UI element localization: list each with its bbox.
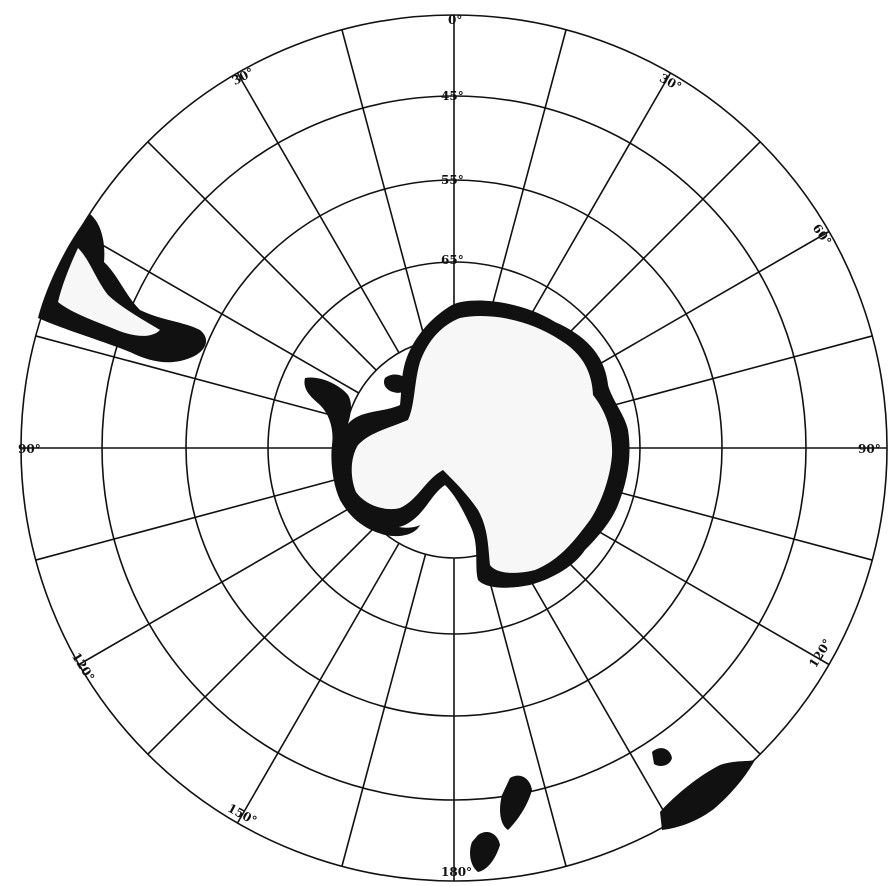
lon-label-0: 0° [448,13,462,27]
meridian-line [236,542,400,824]
meridian-line [35,475,348,561]
lon-label-90-right: 90° [858,442,881,456]
new-zealand [470,775,532,872]
meridian-line [341,554,427,867]
meridian-line [341,29,427,342]
australia [652,748,755,830]
meridian-line [508,542,672,824]
meridian-line [236,72,400,354]
lat-label-45: 45° [441,89,464,103]
latitude-labels: 45° 55° 65° [441,89,464,267]
lon-label-180: 180° [441,865,472,879]
meridian-line [35,335,348,421]
meridian-line [78,230,360,394]
meridian-line [147,525,377,755]
south-america [38,214,420,537]
meridian-line [147,141,377,371]
lon-label-90-left: 90° [18,442,41,456]
lon-label-150: 150° [225,801,259,828]
lat-label-65: 65° [441,253,464,267]
lon-label-60-right: 60° [810,221,834,248]
meridian-line [481,29,567,342]
meridian-line [481,554,567,867]
antarctica [334,300,630,588]
lon-label-120-left: 120° [69,650,97,684]
lat-label-55: 55° [441,173,464,187]
meridian-line [508,72,672,354]
lon-label-30-left: 30° [230,65,257,88]
meridian-line [78,502,360,666]
